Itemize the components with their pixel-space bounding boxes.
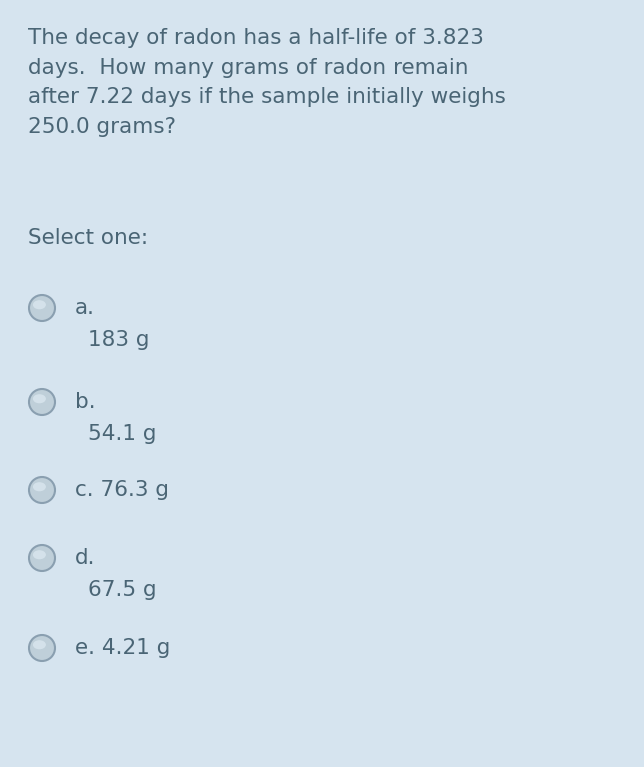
- Ellipse shape: [29, 477, 55, 503]
- Ellipse shape: [29, 389, 55, 415]
- Text: The decay of radon has a half-life of 3.823
days.  How many grams of radon remai: The decay of radon has a half-life of 3.…: [28, 28, 506, 137]
- Text: c. 76.3 g: c. 76.3 g: [75, 480, 169, 500]
- Text: e. 4.21 g: e. 4.21 g: [75, 638, 171, 658]
- Ellipse shape: [33, 300, 46, 309]
- Text: b.: b.: [75, 392, 95, 412]
- Text: 54.1 g: 54.1 g: [88, 424, 156, 444]
- Text: 183 g: 183 g: [88, 330, 149, 350]
- Ellipse shape: [33, 550, 46, 559]
- Text: d.: d.: [75, 548, 95, 568]
- Text: a.: a.: [75, 298, 95, 318]
- Ellipse shape: [33, 640, 46, 650]
- Ellipse shape: [29, 545, 55, 571]
- Ellipse shape: [33, 394, 46, 403]
- Ellipse shape: [33, 482, 46, 492]
- Ellipse shape: [29, 635, 55, 661]
- Ellipse shape: [29, 295, 55, 321]
- Text: 67.5 g: 67.5 g: [88, 580, 156, 600]
- Text: Select one:: Select one:: [28, 228, 148, 248]
